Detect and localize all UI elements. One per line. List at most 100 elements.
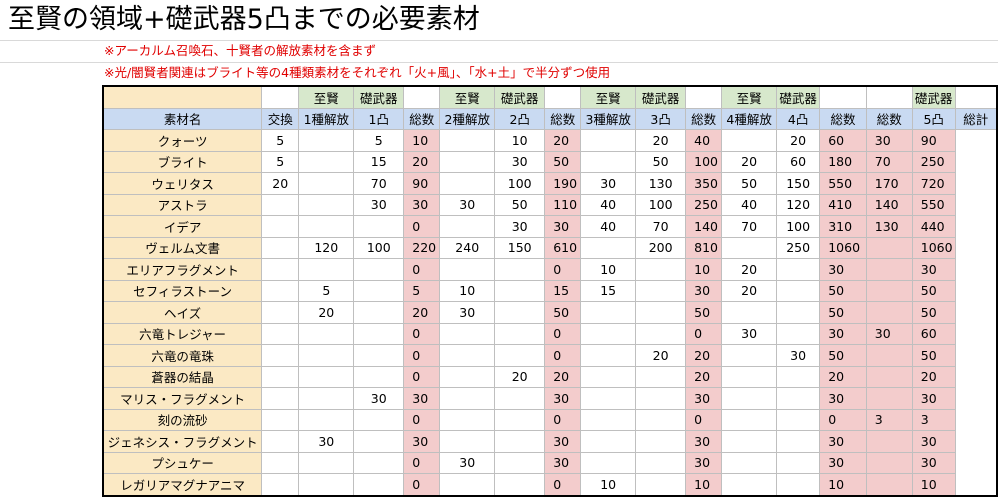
material-name: クォーツ [102,129,263,152]
table-cell [298,473,355,496]
table-cell [494,301,546,324]
table-cell: 20 [685,365,723,388]
material-name: ブライト [102,150,263,173]
table-cell [353,322,405,345]
sheet-title: 至賢の領域+礎武器5凸までの必要素材 [8,4,480,35]
column-header: 1種解放 [298,107,355,130]
table-cell: 100 [353,236,405,259]
table-cell [776,387,821,410]
table-cell: 50 [911,279,956,302]
table-cell [261,344,300,367]
table-row: ブライト 5 15 20 30 50 50 100 20 60 180 70 250 [102,150,997,173]
material-name: 六竜の竜珠 [102,344,263,367]
table-cell [261,258,300,281]
table-cell [776,365,821,388]
table-cell [865,279,913,302]
table-cell: 10 [580,473,637,496]
table-cell: 30 [439,301,496,324]
table-cell [865,344,913,367]
note-line-1: ※アーカルム召喚石、十賢者の解放素材を含まず [104,43,376,58]
table-cell: 50 [721,172,778,195]
table-cell: 190 [544,172,582,195]
table-cell: 0 [544,258,582,281]
table-cell [721,301,778,324]
table-cell: 70 [865,150,913,173]
table-cell: 5 [353,129,405,152]
table-cell: 410 [819,193,867,216]
header-top-cell: 礎武器 [776,85,821,109]
table-cell [580,344,637,367]
column-header: 4種解放 [721,107,778,130]
table-cell [353,279,405,302]
table-cell: 30 [911,387,956,410]
table-cell: 100 [685,150,723,173]
table-cell: 130 [865,215,913,238]
table-cell: 90 [403,172,441,195]
table-cell [865,387,913,410]
column-header: 5凸 [911,107,956,130]
table-cell [298,258,355,281]
table-cell: 50 [685,301,723,324]
table-cell [494,430,546,453]
table-cell [353,365,405,388]
table-cell [439,129,496,152]
table-cell [721,408,778,431]
table-cell [353,451,405,474]
table-cell: 30 [544,215,582,238]
table-cell [439,430,496,453]
column-header: 総数 [865,107,913,130]
table-cell [580,430,637,453]
table-cell: 0 [403,365,441,388]
table-cell [439,172,496,195]
header-row-bottom: 素材名 交換 1種解放 1凸 総数 2種解放 2凸 総数 3種解放 3凸 総数 4種解放 4凸 総数 総数 5… [102,107,998,130]
table-row: 刻の流砂 0 0 0 0 3 3 [102,408,997,431]
table-cell: 30 [439,193,496,216]
table-cell: 350 [685,172,723,195]
table-cell: 0 [544,408,582,431]
table-cell [439,408,496,431]
table-cell: 30 [865,322,913,345]
table-cell: 30 [685,387,723,410]
table-cell [261,408,300,431]
table-cell [776,301,821,324]
table-cell: 1060 [911,236,956,259]
table-cell [635,387,687,410]
header-top-cell: 礎武器 [911,85,956,109]
table-cell [261,451,300,474]
table-cell: 0 [403,215,441,238]
table-cell: 60 [819,129,867,152]
table-cell: 30 [776,344,821,367]
table-cell [298,408,355,431]
table-cell: 200 [635,236,687,259]
table-cell: 0 [819,408,867,431]
table-cell [298,215,355,238]
table-cell [721,387,778,410]
table-cell: 0 [403,408,441,431]
table-cell: 30 [494,150,546,173]
table-cell: 90 [911,129,956,152]
material-name: ヴェルム文書 [102,236,263,259]
table-cell [580,150,637,173]
table-cell [439,365,496,388]
table-cell: 30 [685,430,723,453]
column-header: 3凸 [635,107,687,130]
table-row: ジェネシス・フラグメント 30 30 30 30 30 30 [102,430,997,453]
column-header: 総数 [819,107,867,130]
table-cell [865,473,913,496]
header-top-cell [403,85,441,109]
table-cell: 15 [353,150,405,173]
table-cell [261,215,300,238]
table-cell [353,258,405,281]
table-cell: 550 [911,193,956,216]
table-cell [580,301,637,324]
table-cell [353,344,405,367]
divider [0,40,998,41]
table-cell: 5 [261,129,300,152]
table-cell: 5 [261,150,300,173]
table-cell: 50 [911,301,956,324]
table-cell: 50 [819,344,867,367]
table-row: 六竜トレジャー 0 0 0 30 30 30 60 [102,322,997,345]
table-cell [635,322,687,345]
table-cell [261,279,300,302]
header-row-top: 至賢 礎武器 至賢 礎武器 至賢 礎武器 至賢 礎武器 礎武器 [102,85,998,109]
